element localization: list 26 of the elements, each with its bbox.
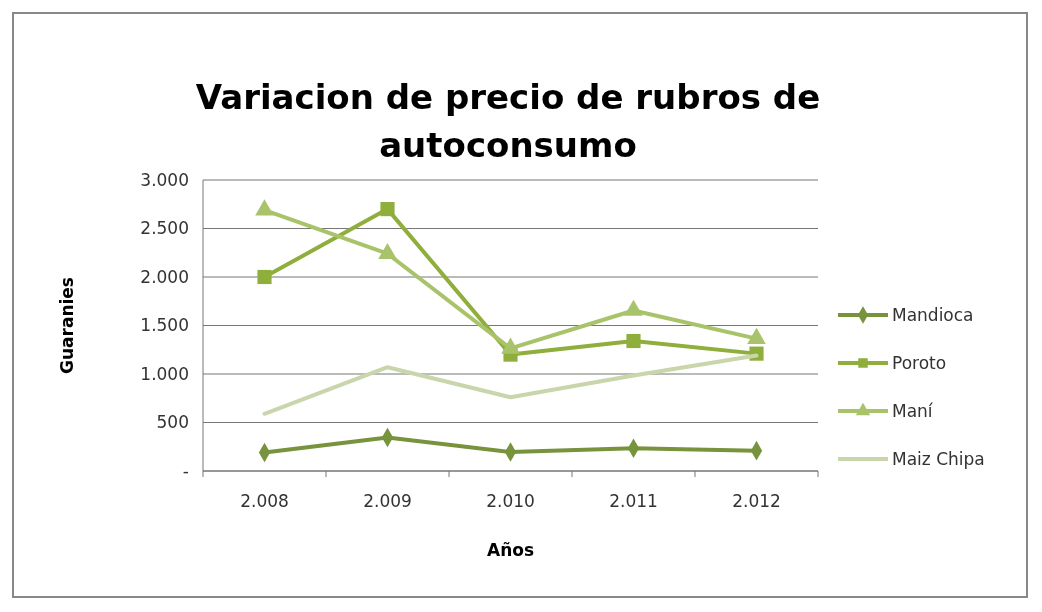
chart-title: Variacion de precio de rubros de autoconsumo	[194, 76, 822, 167]
y-tick-label: 1.000	[140, 363, 189, 384]
point	[501, 337, 520, 354]
point	[624, 299, 643, 316]
y-axis-title: Guaranies	[57, 277, 77, 374]
legend-label: Poroto	[892, 352, 947, 373]
x-tick-label: 2.012	[732, 491, 781, 511]
legend-label: Maiz Chipa	[892, 448, 985, 469]
x-tick-label: 2.008	[240, 491, 289, 511]
x-axis-title: Años	[486, 540, 535, 560]
y-tick-label: 1.500	[140, 315, 189, 336]
legend-label: Maní	[892, 400, 934, 421]
point	[255, 199, 274, 216]
x-tick-label: 2.011	[609, 491, 658, 511]
x-tick-label: 2.009	[363, 491, 412, 511]
y-tick-label: -	[182, 460, 189, 481]
y-tick-label: 3.000	[140, 169, 189, 190]
legend-label: Mandioca	[892, 304, 974, 325]
point	[378, 242, 397, 260]
point	[257, 269, 272, 285]
y-tick-label: 2.500	[140, 218, 189, 239]
y-tick-label: 500	[156, 412, 189, 433]
point	[747, 327, 766, 344]
y-tick-label: 2.000	[140, 266, 189, 287]
x-tick-label: 2.010	[486, 491, 535, 511]
point	[626, 333, 641, 349]
